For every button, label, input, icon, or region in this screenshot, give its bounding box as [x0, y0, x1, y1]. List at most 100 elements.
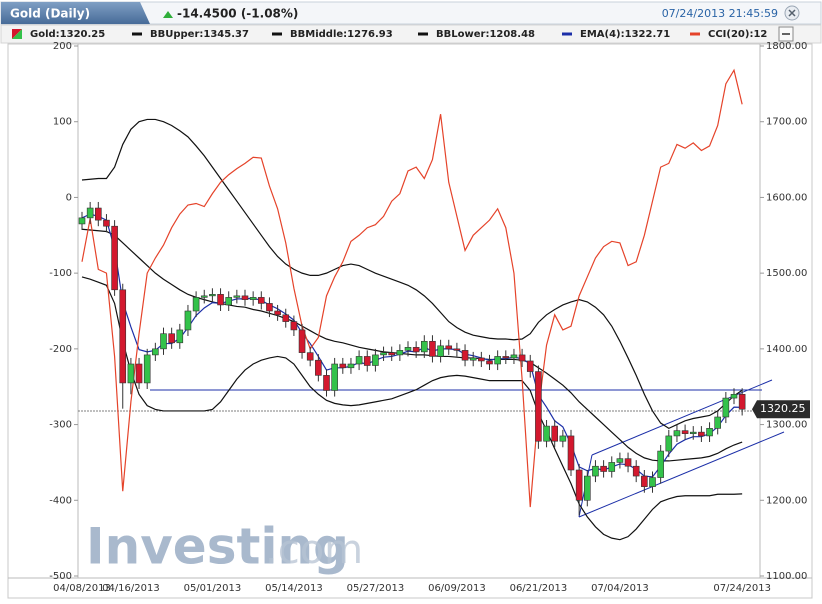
candle-body: [567, 435, 575, 471]
candle-body: [315, 359, 322, 376]
candle-body: [494, 356, 501, 365]
candle-body: [559, 435, 567, 442]
price-tag: [752, 400, 810, 419]
chart-frame: [7, 43, 813, 599]
candle-body: [583, 475, 591, 501]
y-tick-label: 0: [66, 192, 72, 203]
candle-body: [363, 356, 371, 366]
candle-body: [429, 340, 436, 357]
y-tick-label: -200: [49, 344, 72, 355]
candle-body: [331, 363, 338, 391]
x-tick-label: 05/27/2013: [347, 583, 405, 594]
candle-body: [738, 393, 746, 410]
header-timestamp: 07/24/2013 21:45:59: [662, 7, 778, 20]
x-tick-label: 05/01/2013: [184, 583, 242, 594]
candle-body: [355, 356, 363, 365]
candle-body: [689, 431, 697, 434]
legend-label: Gold:1320.25: [30, 29, 105, 40]
candle-body: [323, 375, 330, 391]
legend-bar: [0, 24, 822, 44]
y2-tick-label: 1300.00: [766, 420, 807, 431]
watermark-brand: Investing: [86, 518, 349, 576]
candle-body: [396, 350, 404, 356]
candle-body: [372, 354, 379, 366]
candle-body: [380, 352, 387, 356]
x-tick-label: 04/08/2013: [53, 583, 111, 594]
candle-body: [665, 435, 673, 452]
candle-body: [518, 354, 526, 362]
header-tab: [1, 2, 150, 24]
candle-body: [290, 321, 298, 331]
header-title: Gold (Daily): [10, 7, 90, 21]
candle-body: [714, 416, 722, 429]
candle-body: [551, 425, 559, 442]
change-arrow: [163, 11, 173, 18]
candle-body: [437, 345, 444, 357]
legend-label: BBLower:1208.48: [436, 29, 535, 40]
candle-body: [478, 357, 485, 362]
close-icon: [788, 9, 796, 17]
candle-body: [257, 297, 265, 304]
candle-body: [217, 294, 224, 306]
candle-body: [649, 477, 656, 487]
candle-body: [706, 428, 713, 437]
candle-body: [632, 465, 640, 477]
candle-body: [592, 465, 599, 477]
candle-body: [274, 310, 281, 316]
candle-body: [600, 465, 607, 472]
y-tick-label: 100: [53, 117, 72, 128]
x-tick-label: 07/24/2013: [713, 583, 771, 594]
indicator-line: [81, 276, 743, 541]
candle-body: [543, 425, 550, 442]
legend-label: BBUpper:1345.37: [150, 29, 249, 40]
y-tick-label: -400: [49, 495, 72, 506]
y2-tick-label: 1800.00: [766, 41, 807, 52]
candle-body: [86, 207, 94, 219]
legend: Gold:1320.25 BBUpper:1345.37 BBMiddle:1276…: [12, 29, 767, 40]
candle-body: [469, 357, 477, 361]
y-tick-label: -100: [49, 268, 72, 279]
y2-tick-label: 1200.00: [766, 495, 807, 506]
candle-body: [453, 348, 461, 351]
y-tick-label: -300: [49, 420, 72, 431]
candle-body: [119, 289, 127, 384]
candle-body: [486, 360, 493, 365]
candle-body: [730, 393, 738, 399]
x-tick-label: 04/16/2013: [102, 583, 160, 594]
candle-body: [347, 363, 355, 369]
price-tag-label: 1320.25: [760, 402, 806, 415]
candle-body: [298, 329, 306, 353]
candle-body: [388, 352, 396, 356]
legend-swatch-down: [12, 29, 22, 39]
candle-body: [641, 475, 648, 487]
candle-body: [184, 310, 192, 331]
x-tick-label: 06/21/2013: [510, 583, 568, 594]
candle-body: [127, 363, 135, 384]
candle-body: [192, 297, 200, 312]
candle-body: [209, 294, 216, 297]
header-change: -14.4500 (-1.08%): [177, 7, 298, 21]
indicator-line: [81, 68, 743, 508]
indicator-line: [81, 213, 743, 478]
candle-body: [135, 363, 143, 384]
candle-body: [266, 303, 273, 312]
trend-channel-lower: [578, 431, 785, 518]
candle-body: [445, 345, 453, 350]
candle-body: [152, 348, 159, 356]
legend-label: EMA(4):1322.71: [580, 29, 670, 40]
candle-body: [78, 217, 86, 225]
candle-body: [657, 450, 664, 478]
y2-tick-label: 1700.00: [766, 117, 807, 128]
y2-tick-label: 1500.00: [766, 268, 807, 279]
x-tick-label: 05/14/2013: [265, 583, 323, 594]
candle-body: [143, 354, 151, 384]
candle-body: [339, 363, 347, 369]
candle-body: [225, 297, 232, 306]
y-tick-label: -500: [49, 571, 72, 582]
watermark-suffix: .com: [265, 527, 363, 573]
y2-tick-label: 1600.00: [766, 192, 807, 203]
candle-body: [420, 340, 428, 353]
x-tick-label: 07/04/2013: [591, 583, 649, 594]
candle-body: [673, 430, 681, 437]
